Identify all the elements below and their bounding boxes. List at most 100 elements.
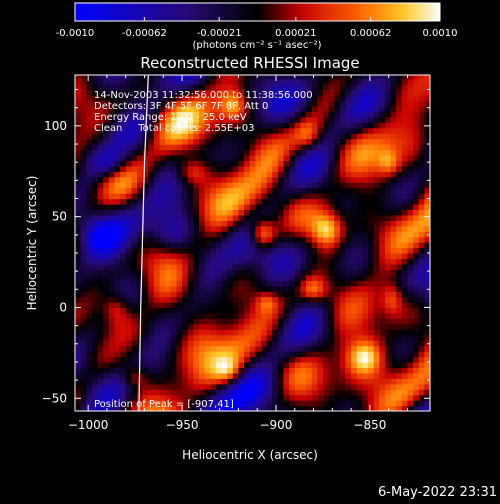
- heatmap-pixel: [277, 285, 285, 292]
- heatmap-pixel: [182, 160, 189, 167]
- heatmap-pixel: [198, 334, 206, 341]
- heatmap-pixel: [153, 383, 161, 390]
- heatmap-pixel: [368, 285, 375, 292]
- heatmap-pixel: [328, 307, 335, 314]
- heatmap-pixel: [75, 171, 82, 178]
- heatmap-pixel: [97, 263, 104, 270]
- heatmap-pixel: [97, 75, 104, 80]
- heatmap-pixel: [165, 209, 172, 216]
- heatmap-pixel: [227, 89, 234, 96]
- heatmap-pixel: [289, 372, 296, 379]
- heatmap-pixel: [390, 214, 397, 221]
- heatmap-pixel: [351, 84, 358, 91]
- heatmap-pixel: [390, 193, 397, 200]
- heatmap-pixel: [362, 138, 369, 145]
- heatmap-pixel: [238, 372, 245, 379]
- heatmap-pixel: [300, 209, 307, 216]
- heatmap-pixel: [424, 383, 430, 390]
- heatmap-pixel: [334, 252, 341, 260]
- heatmap-pixel: [153, 220, 161, 227]
- heatmap-pixel: [193, 400, 200, 407]
- heatmap-pixel: [272, 312, 279, 319]
- heatmap-pixel: [108, 400, 116, 407]
- heatmap-pixel: [396, 165, 403, 172]
- heatmap-pixel: [334, 84, 341, 91]
- heatmap-pixel: [120, 214, 127, 221]
- heatmap-pixel: [97, 269, 104, 276]
- heatmap-pixel: [170, 372, 178, 379]
- heatmap-pixel: [334, 220, 341, 227]
- heatmap-pixel: [238, 302, 245, 309]
- heatmap-pixel: [80, 160, 87, 167]
- heatmap-pixel: [345, 269, 352, 276]
- heatmap-pixel: [153, 182, 161, 189]
- heatmap-pixel: [120, 84, 127, 91]
- heatmap-pixel: [97, 231, 104, 238]
- heatmap-pixel: [170, 400, 178, 407]
- heatmap-pixel: [221, 329, 228, 336]
- heatmap-pixel: [277, 149, 285, 156]
- heatmap-pixel: [418, 149, 425, 156]
- heatmap-pixel: [289, 394, 296, 401]
- heatmap-pixel: [120, 144, 127, 151]
- heatmap-pixel: [153, 236, 161, 243]
- heatmap-pixel: [176, 318, 183, 325]
- heatmap-pixel: [210, 160, 217, 167]
- heatmap-pixel: [103, 236, 110, 243]
- heatmap-pixel: [176, 405, 183, 411]
- heatmap-pixel: [401, 160, 409, 167]
- heatmap-pixel: [91, 236, 99, 243]
- heatmap-pixel: [97, 160, 104, 167]
- heatmap-pixel: [334, 351, 341, 358]
- heatmap-pixel: [322, 127, 330, 134]
- heatmap-pixel: [306, 160, 313, 167]
- heatmap-pixel: [277, 340, 285, 347]
- heatmap-pixel: [120, 138, 127, 145]
- heatmap-pixel: [413, 351, 420, 358]
- heatmap-pixel: [384, 340, 392, 347]
- heatmap-pixel: [339, 89, 347, 96]
- heatmap-pixel: [413, 340, 420, 347]
- heatmap-pixel: [80, 209, 87, 216]
- heatmap-pixel: [334, 334, 341, 341]
- heatmap-pixel: [396, 176, 403, 183]
- heatmap-pixel: [283, 323, 290, 330]
- heatmap-pixel: [317, 247, 324, 254]
- heatmap-pixel: [317, 138, 324, 145]
- heatmap-pixel: [187, 400, 194, 407]
- heatmap-pixel: [108, 75, 116, 80]
- heatmap-pixel: [351, 75, 358, 80]
- heatmap-pixel: [221, 378, 228, 385]
- heatmap-pixel: [311, 405, 318, 411]
- heatmap-pixel: [266, 105, 273, 112]
- heatmap-pixel: [418, 84, 425, 91]
- heatmap-pixel: [170, 105, 178, 112]
- heatmap-pixel: [86, 318, 93, 325]
- heatmap-pixel: [227, 220, 234, 227]
- heatmap-pixel: [227, 274, 234, 281]
- heatmap-pixel: [215, 361, 223, 369]
- heatmap-pixel: [108, 340, 116, 347]
- heatmap-pixel: [418, 405, 425, 411]
- heatmap-pixel: [384, 105, 392, 112]
- heatmap-pixel: [204, 405, 211, 411]
- heatmap-pixel: [142, 225, 149, 232]
- heatmap-pixel: [103, 100, 110, 107]
- heatmap-pixel: [114, 242, 121, 249]
- heatmap-pixel: [401, 78, 409, 85]
- heatmap-pixel: [260, 263, 268, 270]
- heatmap-pixel: [131, 361, 138, 369]
- heatmap-pixel: [176, 127, 183, 134]
- heatmap-pixel: [328, 383, 335, 390]
- heatmap-pixel: [193, 302, 200, 309]
- heatmap-pixel: [351, 144, 358, 151]
- heatmap-pixel: [153, 378, 161, 385]
- heatmap-pixel: [153, 116, 161, 123]
- heatmap-pixel: [396, 263, 403, 270]
- heatmap-pixel: [153, 285, 161, 292]
- heatmap-pixel: [91, 323, 99, 330]
- heatmap-pixel: [176, 263, 183, 270]
- heatmap-pixel: [176, 389, 183, 396]
- heatmap-pixel: [193, 252, 200, 260]
- heatmap-pixel: [272, 105, 279, 112]
